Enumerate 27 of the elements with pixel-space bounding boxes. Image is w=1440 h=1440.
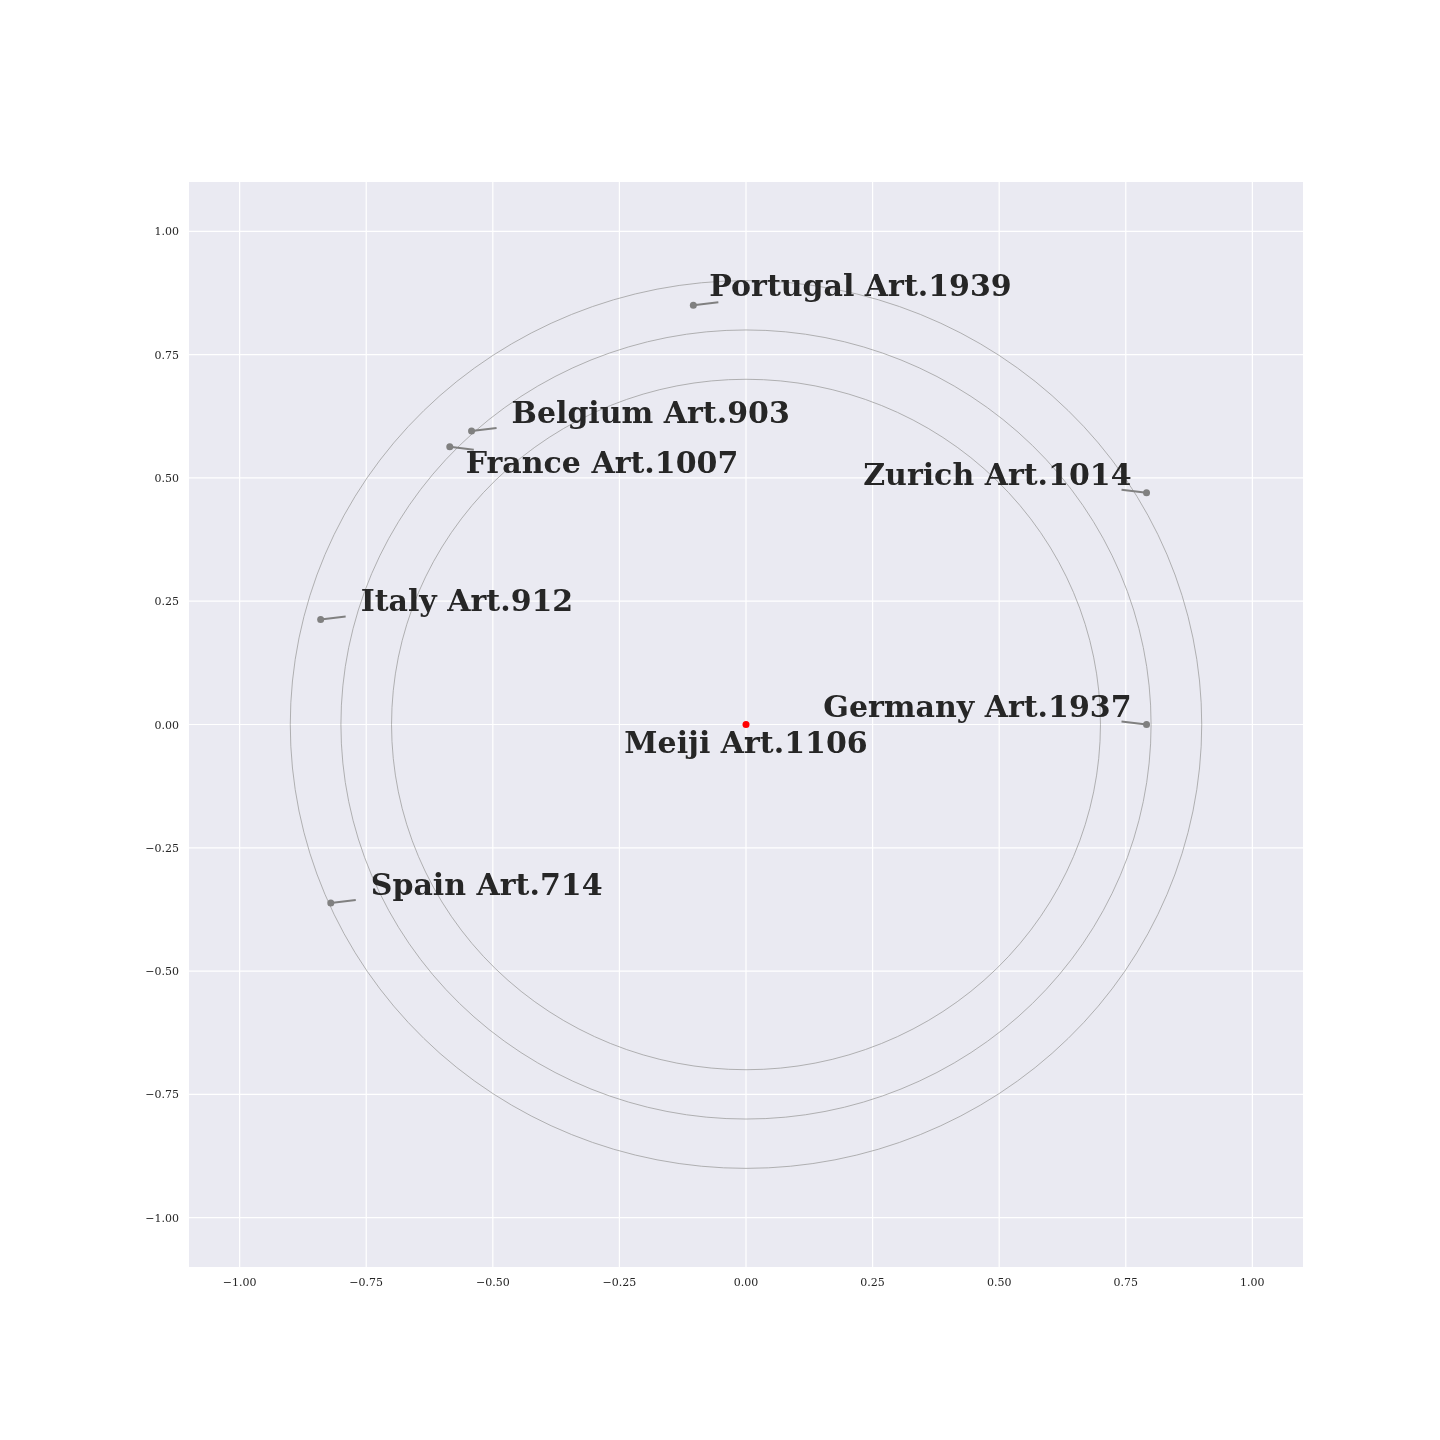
annotation: Meiji Art.1106 bbox=[624, 724, 868, 760]
y-tick-label: −0.75 bbox=[145, 1088, 179, 1102]
annotation: Germany Art.1937 bbox=[823, 688, 1132, 724]
x-tick-label: 0.00 bbox=[733, 1276, 759, 1289]
x-tick-label: −0.75 bbox=[349, 1276, 384, 1289]
annotation: Zurich Art.1014 bbox=[863, 456, 1132, 492]
annotation: Belgium Art.903 bbox=[511, 395, 790, 431]
x-tick-label: −1.00 bbox=[222, 1276, 257, 1289]
y-tick-label: 0.25 bbox=[154, 595, 179, 609]
y-tick-label: −0.25 bbox=[145, 841, 179, 855]
x-tick-label: 0.50 bbox=[986, 1276, 1012, 1289]
y-tick-label: 0.75 bbox=[154, 348, 179, 362]
x-tick-label: −0.50 bbox=[475, 1276, 510, 1289]
y-tick-label: −0.50 bbox=[145, 965, 179, 979]
x-tick-label: 0.25 bbox=[860, 1276, 885, 1289]
annotation: France Art.1007 bbox=[465, 444, 739, 480]
annotation: Spain Art.714 bbox=[370, 867, 603, 903]
point bbox=[317, 615, 325, 623]
annotation: Portugal Art.1939 bbox=[709, 268, 1012, 304]
y-tick-label: 0.00 bbox=[154, 718, 179, 732]
annotation: Italy Art.912 bbox=[360, 583, 574, 619]
y-tick-label: 0.50 bbox=[154, 471, 179, 485]
x-tick-label: −0.25 bbox=[602, 1276, 637, 1289]
y-tick-label: −1.00 bbox=[145, 1211, 179, 1225]
y-tick-label: 1.00 bbox=[154, 225, 179, 239]
x-tick-label: 0.75 bbox=[1113, 1276, 1139, 1289]
x-tick-label: 1.00 bbox=[1240, 1276, 1265, 1289]
